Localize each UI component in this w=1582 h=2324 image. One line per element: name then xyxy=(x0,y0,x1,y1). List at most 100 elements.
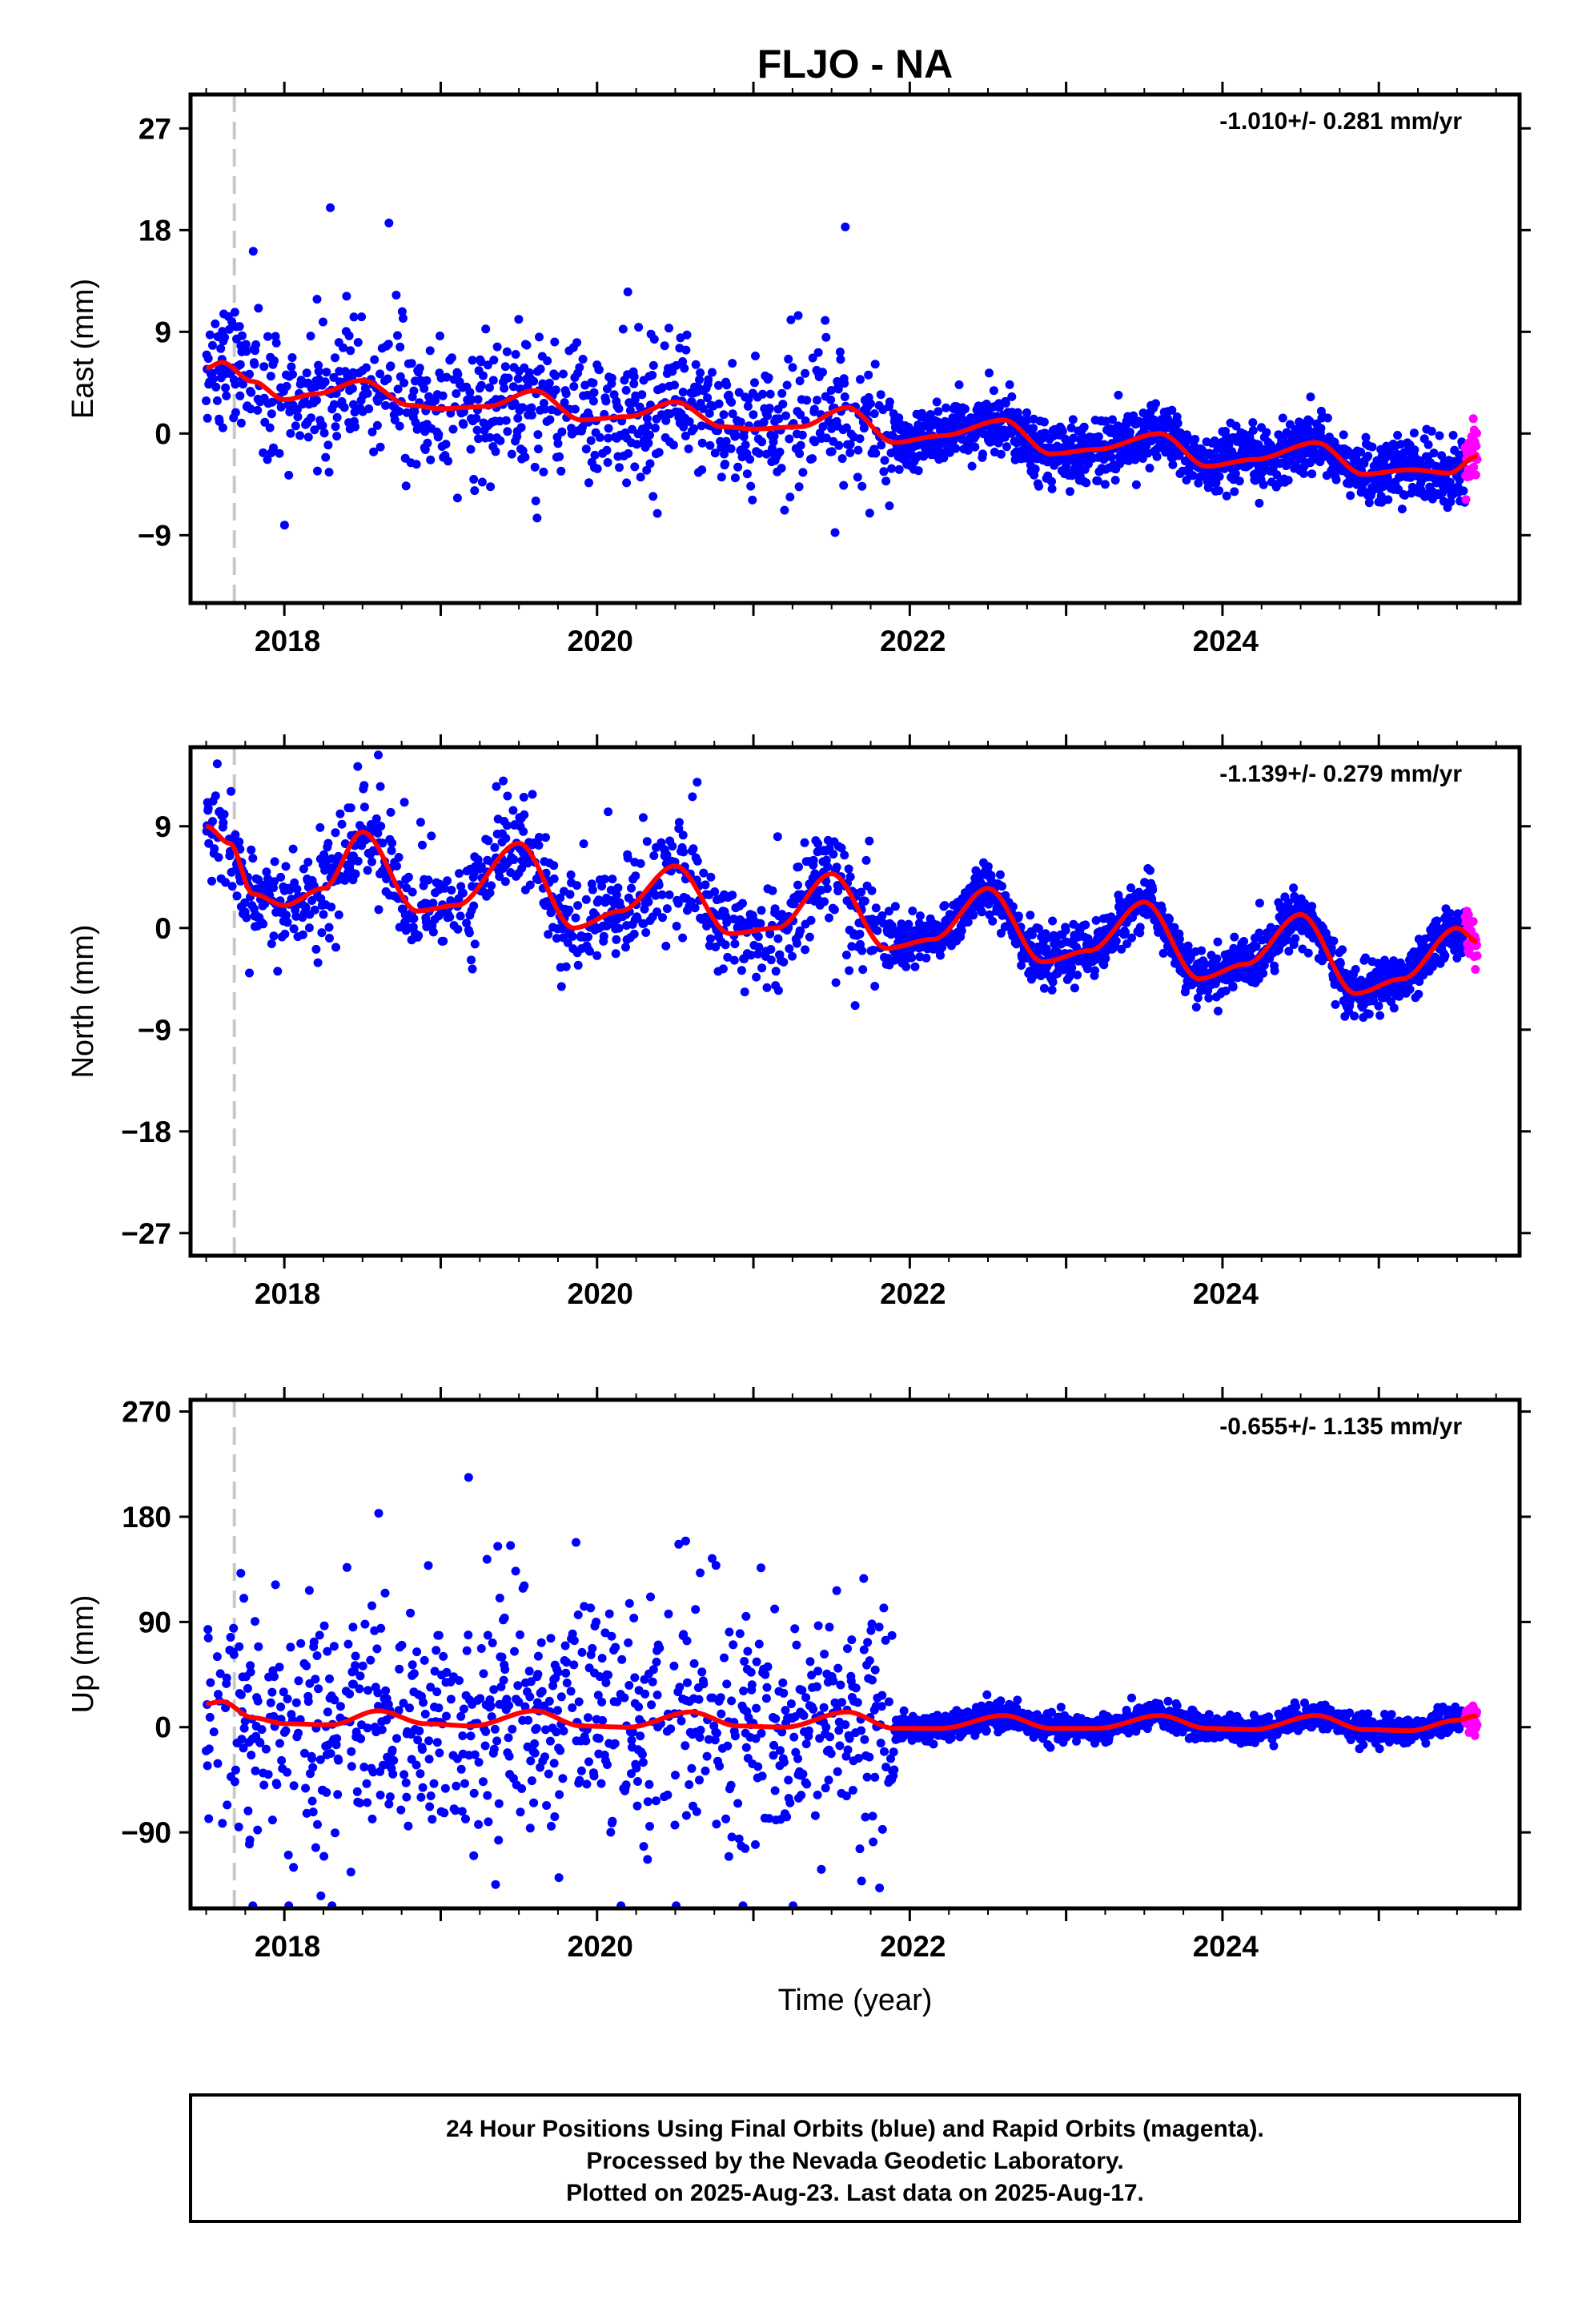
x-tick-label: 2022 xyxy=(880,625,946,657)
final-orbit-point xyxy=(281,862,291,871)
final-orbit-point xyxy=(255,1738,265,1747)
final-orbit-point xyxy=(327,903,336,912)
final-orbit-point xyxy=(1028,930,1037,939)
final-orbit-point xyxy=(668,842,677,851)
final-orbit-point xyxy=(1001,891,1010,900)
final-orbit-point xyxy=(253,405,263,415)
final-orbit-point xyxy=(209,374,219,384)
final-orbit-point xyxy=(393,384,403,394)
final-orbit-point xyxy=(335,1702,345,1711)
final-orbit-point xyxy=(1034,481,1043,491)
final-orbit-point xyxy=(845,440,855,449)
final-orbit-point xyxy=(652,907,662,917)
final-orbit-point xyxy=(978,449,987,459)
final-orbit-point xyxy=(977,907,986,917)
final-orbit-point xyxy=(323,1707,332,1717)
final-orbit-point xyxy=(218,423,227,432)
final-orbit-point xyxy=(456,1764,466,1774)
final-orbit-point xyxy=(295,431,305,440)
final-orbit-point xyxy=(867,886,877,895)
final-orbit-point xyxy=(418,1783,428,1792)
final-orbit-point xyxy=(472,413,481,423)
final-orbit-point xyxy=(636,858,645,868)
final-orbit-point xyxy=(1200,959,1210,969)
rapid-orbit-point xyxy=(1468,414,1478,424)
final-orbit-point xyxy=(1135,923,1145,932)
final-orbit-point xyxy=(1213,937,1223,947)
final-orbit-point xyxy=(780,505,789,515)
final-orbit-point xyxy=(263,455,272,464)
final-orbit-point xyxy=(404,1821,413,1831)
final-orbit-point xyxy=(213,1759,223,1768)
final-orbit-point xyxy=(535,833,544,842)
final-orbit-point xyxy=(401,1778,411,1787)
final-orbit-point xyxy=(845,872,855,882)
final-orbit-point xyxy=(220,332,229,342)
final-orbit-point xyxy=(533,444,543,454)
final-orbit-point xyxy=(518,403,528,412)
final-orbit-point xyxy=(351,1651,360,1661)
final-orbit-point xyxy=(334,910,343,919)
final-orbit-point xyxy=(317,928,327,938)
final-orbit-point xyxy=(545,415,555,424)
final-orbit-point xyxy=(1151,399,1160,408)
final-orbit-point xyxy=(239,1743,248,1753)
final-orbit-point xyxy=(734,388,744,397)
final-orbit-point xyxy=(897,919,906,929)
final-orbit-point xyxy=(1364,1009,1374,1019)
final-orbit-point xyxy=(211,319,220,328)
final-orbit-point xyxy=(410,407,420,416)
y-tick-label: 0 xyxy=(155,417,171,450)
final-orbit-point xyxy=(486,482,496,492)
final-orbit-point xyxy=(771,967,781,976)
final-orbit-point xyxy=(873,926,882,935)
final-orbit-point xyxy=(754,448,764,458)
final-orbit-point xyxy=(556,982,566,991)
final-orbit-point xyxy=(402,1792,412,1802)
final-orbit-point xyxy=(781,411,790,420)
final-orbit-point xyxy=(878,919,888,928)
final-orbit-point xyxy=(500,877,510,887)
final-orbit-point xyxy=(261,1744,271,1754)
final-orbit-point xyxy=(246,1667,255,1677)
final-orbit-point xyxy=(879,467,889,476)
final-orbit-point xyxy=(1191,1003,1201,1012)
final-orbit-point xyxy=(850,1001,860,1011)
final-orbit-point xyxy=(310,425,319,435)
final-orbit-point xyxy=(963,445,973,455)
final-orbit-point xyxy=(446,1695,456,1704)
final-orbit-point xyxy=(367,1814,377,1823)
final-orbit-point xyxy=(870,360,880,369)
final-orbit-point xyxy=(737,966,746,975)
final-orbit-point xyxy=(1067,963,1077,972)
final-orbit-point xyxy=(533,430,543,440)
final-orbit-point xyxy=(1307,469,1317,479)
final-orbit-point xyxy=(455,1676,464,1685)
final-orbit-point xyxy=(520,810,529,819)
final-orbit-point xyxy=(1351,454,1361,463)
final-orbit-point xyxy=(679,847,689,857)
final-orbit-point xyxy=(235,360,245,369)
final-orbit-point xyxy=(826,386,836,395)
final-orbit-point xyxy=(705,408,714,418)
final-orbit-point xyxy=(1066,423,1076,432)
final-orbit-point xyxy=(358,1661,367,1671)
final-orbit-point xyxy=(611,949,620,959)
final-orbit-point xyxy=(758,389,768,399)
final-orbit-point xyxy=(880,456,889,465)
final-orbit-point xyxy=(203,413,212,423)
final-orbit-point xyxy=(802,396,812,405)
final-orbit-point xyxy=(434,430,444,439)
final-orbit-point xyxy=(678,830,688,840)
final-orbit-point xyxy=(294,1728,303,1738)
final-orbit-point xyxy=(1383,472,1392,482)
final-orbit-point xyxy=(662,904,672,914)
final-orbit-point xyxy=(785,944,794,954)
final-orbit-point xyxy=(654,880,664,890)
final-orbit-point xyxy=(857,946,867,955)
final-orbit-point xyxy=(1248,426,1258,435)
final-orbit-point xyxy=(695,375,704,384)
final-orbit-point xyxy=(1283,476,1293,485)
final-orbit-point xyxy=(423,438,432,448)
final-orbit-point xyxy=(1364,498,1374,508)
